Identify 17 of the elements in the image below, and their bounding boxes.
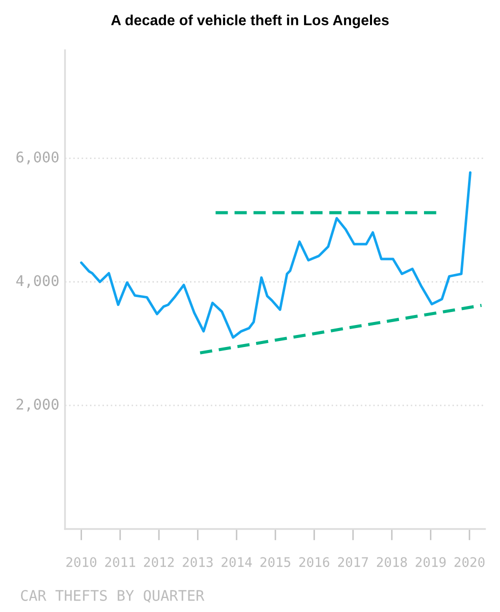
y-tick-label: 4,000 — [16, 275, 58, 288]
x-tick-label: 2017 — [338, 557, 368, 568]
y-tick-label: 2,000 — [16, 398, 58, 412]
line-series — [80, 171, 472, 339]
y-tick-label: 6,000 — [16, 152, 58, 164]
x-tick-label: 2013 — [182, 557, 213, 568]
x-tick-label: 2012 — [144, 557, 174, 568]
x-tick-label: 2010 — [66, 557, 96, 568]
chart-title: A decade of vehicle theft in Los Angeles — [111, 14, 389, 28]
x-tick-label: 2011 — [105, 557, 136, 568]
x-tick-label: 2020 — [454, 557, 485, 568]
x-tick-label: 2016 — [299, 557, 330, 568]
x-tick-label: 2018 — [376, 557, 407, 568]
text: CAR THEFTS BY QUARTER — [20, 590, 204, 603]
x-tick-label: 2014 — [222, 557, 252, 568]
x-tick-label: 2015 — [260, 557, 290, 568]
x-tick-label: 2019 — [416, 557, 446, 568]
